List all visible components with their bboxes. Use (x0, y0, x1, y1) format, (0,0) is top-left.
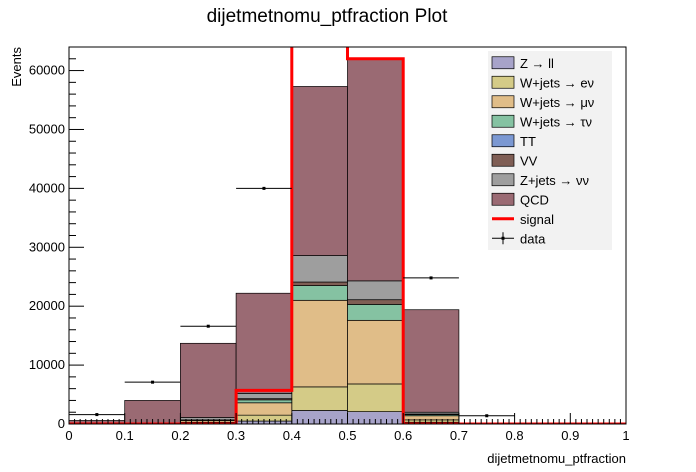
bar-w-jets-bin-5 (347, 319, 404, 385)
bar-vv-bin-5 (347, 299, 404, 305)
x-tick-label: 1 (622, 428, 629, 443)
data-point-bin-2 (206, 324, 210, 328)
data-point-bin-6 (429, 276, 433, 280)
bar-w-jets-bin-4 (291, 299, 348, 388)
y-tick-label: 30000 (29, 239, 65, 254)
x-tick-label: 0.6 (394, 428, 412, 443)
x-tick-label: 0.3 (227, 428, 245, 443)
x-tick-label: 0.5 (338, 428, 356, 443)
x-axis-title: dijetmetnomu_ptfraction (487, 451, 626, 466)
x-tick-label: 0.7 (450, 428, 468, 443)
legend-label-w-jets: W+jets → μν (520, 95, 594, 110)
y-tick-label: 40000 (29, 180, 65, 195)
bar-vv-bin-4 (291, 281, 348, 286)
legend-swatch-w-jets (491, 95, 515, 109)
data-point-bin-0 (95, 413, 99, 417)
x-tick-label: 0.9 (561, 428, 579, 443)
bar-w-jets-bin-3 (235, 402, 293, 416)
legend-label-tt: TT (520, 134, 536, 149)
y-tick-label: 10000 (29, 357, 65, 372)
legend-label-signal: signal (520, 212, 554, 227)
x-tick-label: 0.2 (171, 428, 189, 443)
x-tick-label: 0.1 (116, 428, 134, 443)
x-tick-label: 0 (65, 428, 72, 443)
legend-swatch-vv (491, 153, 515, 167)
bar-w-jets-bin-5 (347, 304, 404, 321)
bar-w-jets-e-bin-4 (291, 386, 348, 411)
y-tick-label: 60000 (29, 63, 65, 78)
legend-label-w-jets-e: W+jets → eν (520, 75, 594, 90)
y-tick-label: 20000 (29, 298, 65, 313)
bar-qcd-bin-2 (180, 342, 237, 418)
chart-title: dijetmetnomu_ptfraction Plot (207, 6, 449, 27)
bar-w-jets-e-bin-5 (347, 383, 404, 412)
bar-qcd-bin-6 (402, 309, 460, 413)
legend-swatch-z-ll (491, 56, 515, 70)
bar-w-jets-bin-4 (291, 285, 348, 301)
data-point-bin-7 (485, 414, 489, 418)
legend-swatch-qcd (491, 192, 515, 206)
y-tick-label: 0 (58, 416, 65, 431)
legend-label-vv: VV (520, 153, 538, 168)
bar-qcd-bin-5 (347, 59, 404, 282)
bar-qcd-bin-3 (235, 292, 293, 394)
y-axis-title: Events (9, 47, 24, 87)
bar-qcd-bin-4 (291, 86, 348, 256)
legend-swatch-data (492, 232, 514, 245)
histogram-body (69, 47, 626, 424)
legend-swatch-w-jets (491, 114, 515, 128)
bar-w-jets-bin-3 (235, 399, 293, 404)
x-tick-label: 0.8 (506, 428, 524, 443)
bar-z-jets-bin-3 (235, 393, 293, 400)
y-tick-label: 50000 (29, 121, 65, 136)
data-point-bin-1 (151, 380, 155, 384)
legend-swatch-tt (491, 134, 515, 148)
legend-label-w-jets: W+jets → τν (520, 114, 592, 129)
legend-label-z-ll: Z → ll (520, 56, 554, 71)
legend: Z → ll W+jets → eν W+jets → μν W+jets → τν T… (488, 51, 612, 250)
plot-area: 0 0.1 0.2 0.3 0.4 0.5 0.6 0.7 0.8 0.9 1 0 10000 20000… (29, 46, 630, 443)
x-tick-label: 0.4 (283, 428, 301, 443)
legend-label-qcd: QCD (520, 192, 549, 207)
legend-swatch-w-jets-e (491, 75, 515, 89)
bar-z-jets-bin-5 (347, 280, 404, 301)
data-point-bin-3 (262, 186, 266, 190)
bar-z-jets-bin-4 (291, 255, 348, 283)
legend-label-data: data (520, 231, 546, 246)
legend-label-z-jets: Z+jets → νν (520, 173, 589, 188)
legend-swatch-z-jets (491, 173, 515, 187)
